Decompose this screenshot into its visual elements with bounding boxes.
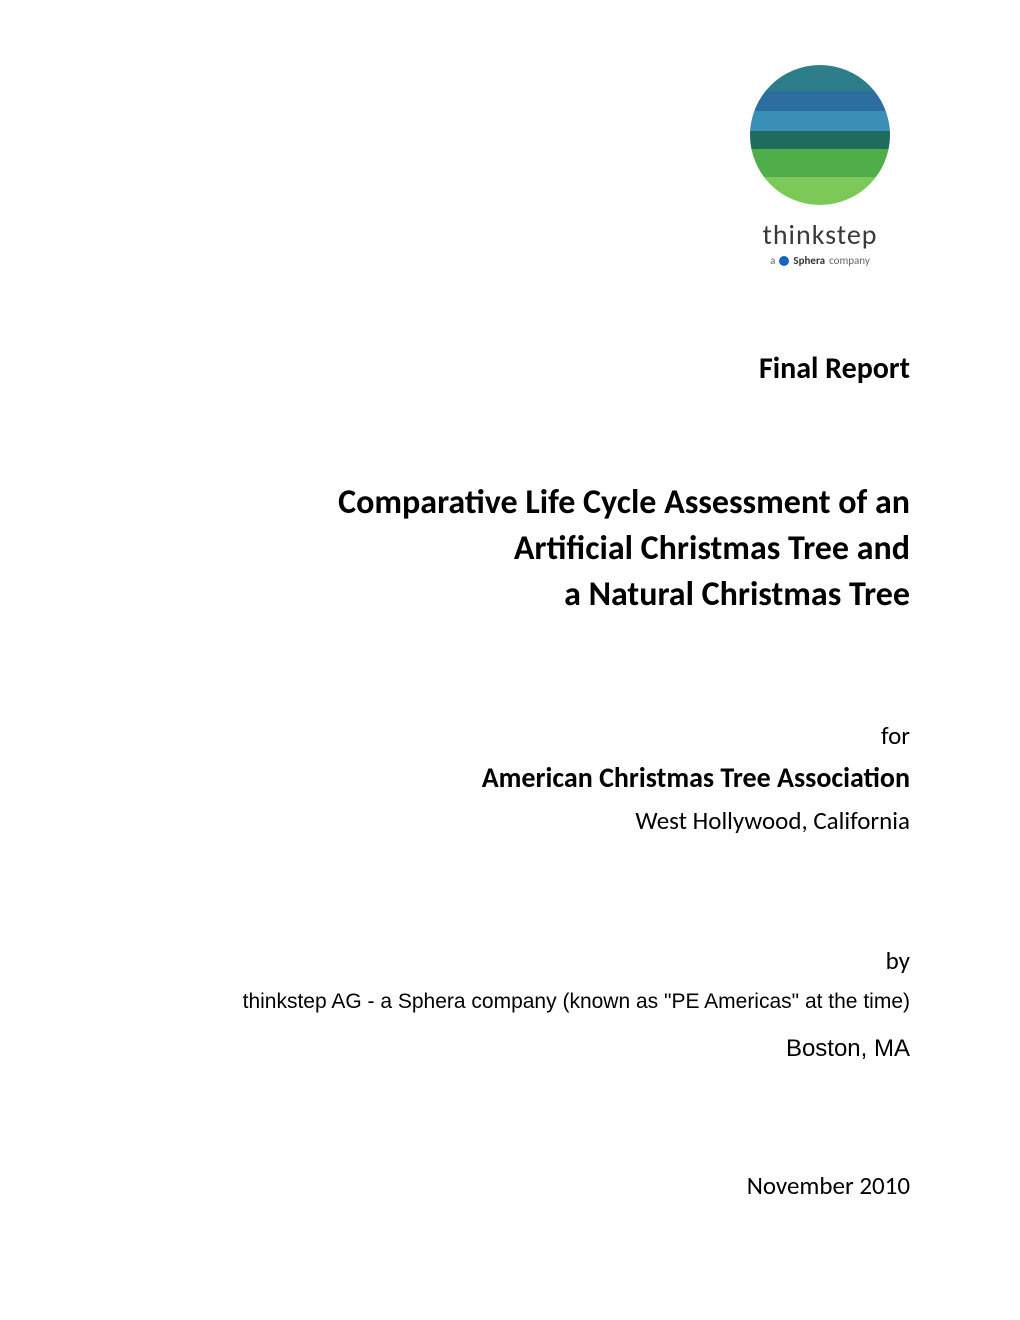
title-block: Comparative Life Cycle Assessment of an … (130, 480, 910, 618)
logo-subline: a Sphera company (770, 254, 870, 267)
sphera-dot-icon (779, 256, 789, 266)
client-location: West Hollywood, California (635, 805, 910, 836)
report-label: Final Report (759, 350, 910, 387)
logo-subline-brand: Sphera (793, 254, 825, 267)
for-label: for (881, 720, 910, 751)
title-line-2: Artificial Christmas Tree and (130, 526, 910, 572)
author-line: thinkstep AG - a Sphera company (known a… (243, 990, 910, 1014)
title-line-3: a Natural Christmas Tree (130, 572, 910, 618)
author-location: Boston, MA (786, 1035, 910, 1063)
logo-subline-prefix: a (770, 254, 775, 267)
by-label: by (886, 945, 910, 976)
date: November 2010 (747, 1170, 910, 1201)
logo-wordmark: thinkstep (762, 217, 877, 252)
title-line-1: Comparative Life Cycle Assessment of an (130, 480, 910, 526)
page: thinkstep a Sphera company Final Report … (0, 0, 1020, 1320)
logo-block: thinkstep a Sphera company (750, 65, 890, 267)
logo-subline-suffix: company (829, 254, 870, 267)
client-name: American Christmas Tree Association (482, 760, 910, 795)
logo-circle-icon (750, 65, 890, 205)
